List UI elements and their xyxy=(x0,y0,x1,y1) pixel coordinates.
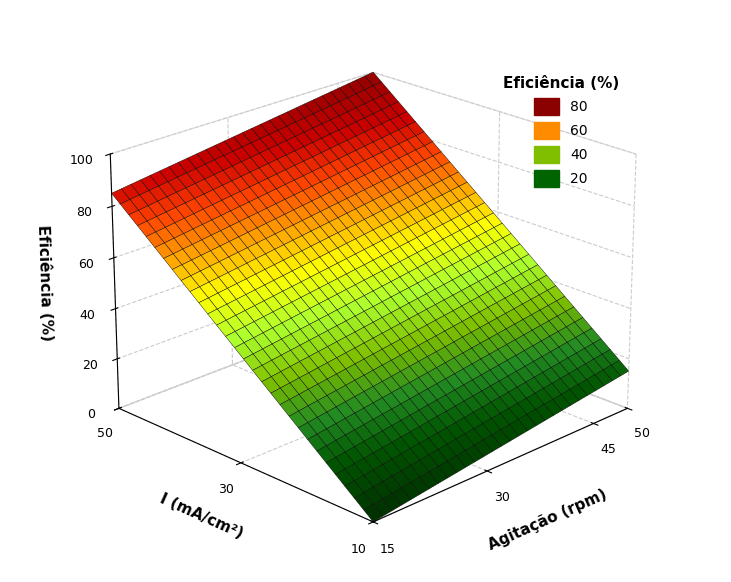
Legend: 80, 60, 40, 20: 80, 60, 40, 20 xyxy=(497,70,625,193)
Y-axis label: I (mA/cm²): I (mA/cm²) xyxy=(157,492,245,542)
X-axis label: Agitação (rpm): Agitação (rpm) xyxy=(486,487,609,553)
